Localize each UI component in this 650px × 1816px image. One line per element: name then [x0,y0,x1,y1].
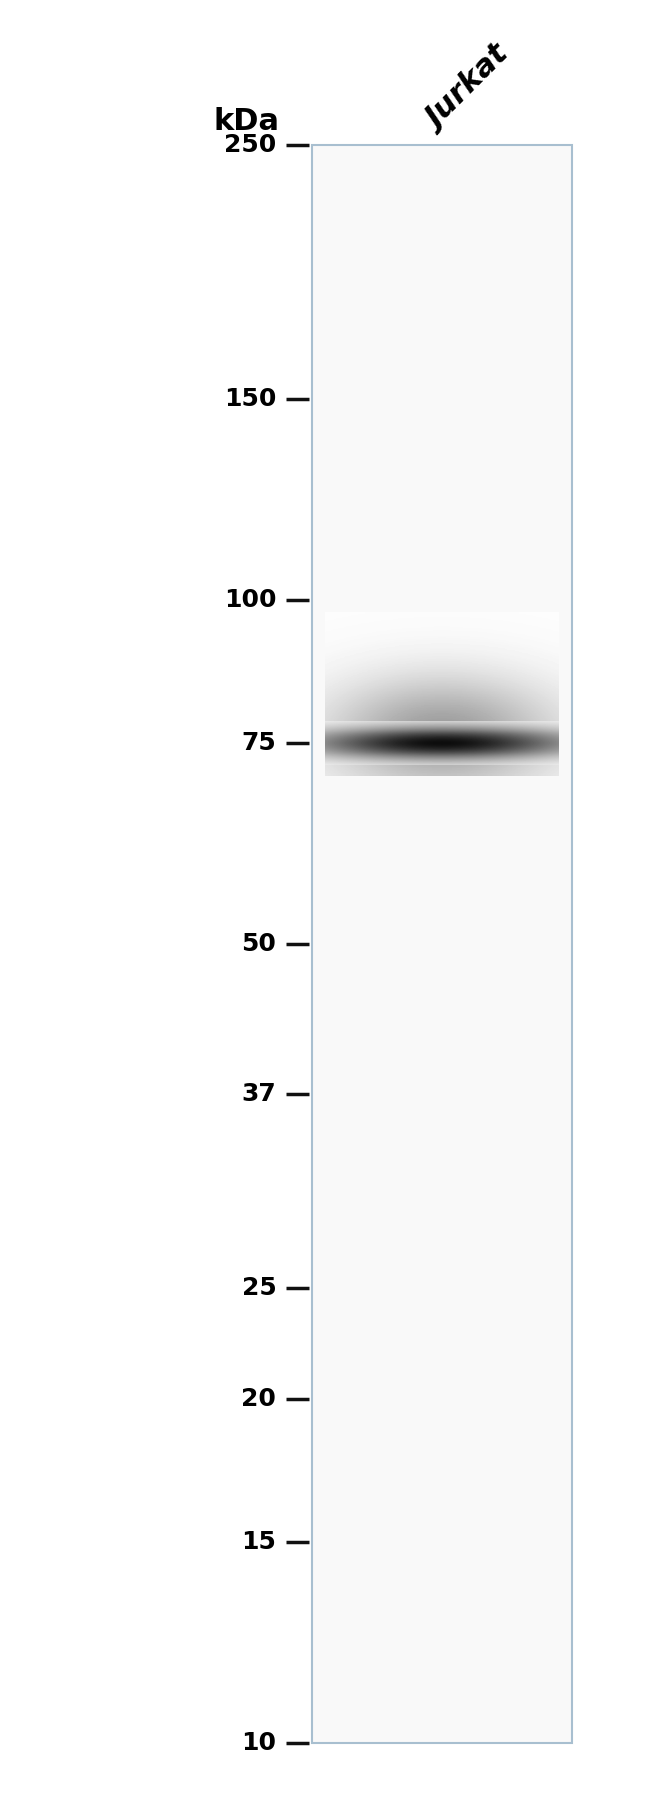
Text: Jurkat: Jurkat [421,42,515,136]
Text: 10: 10 [241,1731,276,1756]
Text: 25: 25 [242,1277,276,1300]
Text: 20: 20 [241,1387,276,1411]
Bar [312,145,572,1743]
Text: 37: 37 [242,1082,276,1106]
Text: 75: 75 [242,732,276,755]
Text: 100: 100 [224,588,276,612]
Bar [312,145,572,1743]
Text: 250: 250 [224,133,276,158]
Text: kDa: kDa [213,107,280,136]
Text: 50: 50 [241,932,276,957]
Text: 150: 150 [224,387,276,410]
Text: 15: 15 [241,1531,276,1554]
